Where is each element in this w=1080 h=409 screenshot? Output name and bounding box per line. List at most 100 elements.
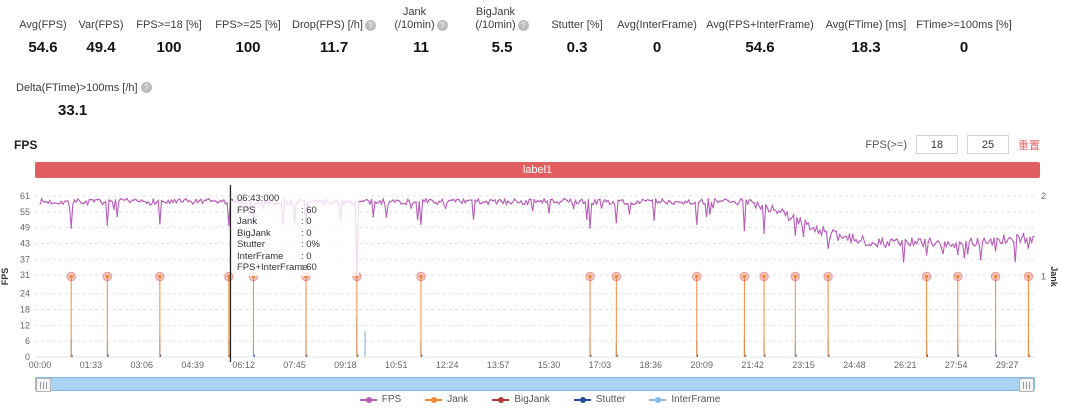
legend-label: Stutter — [595, 394, 626, 405]
svg-text:18:36: 18:36 — [640, 360, 663, 370]
svg-text:23:15: 23:15 — [792, 360, 815, 370]
metric-label-text: FPS>=25 [%] — [215, 19, 281, 31]
metric-5: Drop(FPS) [/h]? 11.7 — [288, 6, 380, 56]
tooltip-row-label: FPS+InterFrame — [237, 262, 308, 273]
metric-value: 5.5 — [491, 39, 513, 56]
tooltip-row: Jank : 0 — [237, 216, 355, 228]
help-icon[interactable]: ? — [140, 82, 152, 93]
legend-label: FPS — [381, 394, 402, 405]
metric-11: Avg(FTime) [ms] 18.3 — [818, 6, 914, 56]
metric-4: FPS>=25 [%] 100 — [208, 6, 288, 56]
scrollbar-right-handle[interactable] — [1019, 378, 1034, 392]
svg-text:24:48: 24:48 — [843, 360, 866, 370]
tooltip-row-value: : 0 — [301, 216, 312, 227]
y-axis-right-labels: 12 — [1041, 191, 1046, 282]
metric-1: Avg(FPS) 54.6 — [14, 6, 72, 56]
delta-metric: Delta(FTime)>100ms [/h] ? 33.1 — [16, 82, 152, 119]
svg-text:04:39: 04:39 — [181, 360, 204, 370]
metric-value: 11 — [413, 39, 429, 56]
metric-value: 100 — [235, 39, 261, 56]
chart-section-title: FPS — [14, 138, 38, 152]
delta-metric-label-text: Delta(FTime)>100ms [/h] — [16, 82, 138, 94]
metric-9: Avg(InterFrame) 0 — [612, 6, 702, 56]
svg-text:37: 37 — [20, 254, 30, 264]
chart-legend: FPS Jank BigJank Stutter InterFrame — [0, 394, 1080, 405]
tooltip-row-label: Jank — [237, 216, 258, 227]
svg-text:0: 0 — [25, 352, 30, 362]
metric-8: Stutter [%] 0.3 — [542, 6, 612, 56]
fps-threshold-input-1[interactable] — [916, 135, 958, 154]
svg-text:06:12: 06:12 — [232, 360, 255, 370]
help-icon[interactable]: ? — [517, 20, 529, 31]
chart-tooltip: 06:43:000 FPS: 60 Jank: 0 BigJank: 0 Stutte… — [233, 191, 359, 276]
svg-text:6: 6 — [25, 336, 30, 346]
grip-icon — [40, 381, 47, 389]
metric-label-text: Avg(FTime) [ms] — [825, 19, 907, 31]
svg-text:29:27: 29:27 — [996, 360, 1019, 370]
metric-7: BigJank (/10min)? 5.5 — [462, 6, 542, 56]
svg-text:21:42: 21:42 — [741, 360, 764, 370]
help-icon[interactable]: ? — [364, 20, 376, 31]
legend-label: Jank — [447, 394, 469, 405]
metric-label-text: Var(FPS) — [78, 19, 124, 31]
metric-10: Avg(FPS+InterFrame) 54.6 — [702, 6, 818, 56]
svg-text:01:33: 01:33 — [80, 360, 103, 370]
tooltip-row-value: : 60 — [301, 262, 317, 273]
svg-text:31: 31 — [20, 270, 30, 280]
svg-text:07:45: 07:45 — [283, 360, 306, 370]
interframe-series — [70, 316, 1030, 357]
metric-label: FPS>=18 [%] — [136, 6, 201, 32]
reset-link[interactable]: 重置 — [1018, 139, 1040, 152]
svg-text:03:06: 03:06 — [131, 360, 154, 370]
legend-item-jank[interactable]: Jank — [425, 394, 468, 405]
fps-threshold-input-2[interactable] — [967, 135, 1009, 154]
svg-text:43: 43 — [20, 239, 30, 249]
tooltip-row: InterFrame: 0 — [237, 251, 355, 263]
fps-ge-label: FPS(>=) — [865, 138, 907, 151]
metric-value: 0 — [652, 39, 662, 56]
metric-label: Jank (/10min)? — [394, 6, 448, 32]
svg-text:24: 24 — [20, 289, 30, 299]
tooltip-row-value: : 0% — [301, 239, 321, 250]
metric-label-text: Avg(FPS) — [19, 19, 67, 31]
legend-marker-icon — [492, 396, 510, 404]
metric-label-text: Avg(FPS+InterFrame) — [706, 19, 814, 31]
chart-scrollbar[interactable] — [35, 377, 1035, 392]
metric-label: Drop(FPS) [/h]? — [292, 6, 376, 32]
metric-value: 49.4 — [86, 39, 116, 56]
svg-text:18: 18 — [20, 304, 30, 314]
jank-series — [66, 271, 1034, 357]
svg-text:12:24: 12:24 — [436, 360, 459, 370]
tooltip-row: Stutter: 0% — [237, 239, 355, 251]
svg-text:00:00: 00:00 — [29, 360, 52, 370]
svg-text:27:54: 27:54 — [945, 360, 968, 370]
metric-label: BigJank (/10min)? — [475, 6, 529, 32]
scrollbar-left-handle[interactable] — [36, 378, 51, 392]
svg-text:13:57: 13:57 — [487, 360, 510, 370]
metric-label-text: FTime>=100ms [%] — [916, 19, 1012, 31]
metric-value: 54.6 — [745, 39, 775, 56]
metric-label-text: BigJank (/10min) — [475, 6, 516, 31]
tooltip-row: FPS: 60 — [237, 205, 355, 217]
y-axis-left-labels: 0 6 12 18 24 31 37 43 49 55 61 — [20, 191, 30, 362]
help-icon[interactable]: ? — [436, 20, 448, 31]
legend-item-stutter[interactable]: Stutter — [573, 394, 626, 405]
svg-text:17:03: 17:03 — [589, 360, 612, 370]
metric-label-text: Stutter [%] — [551, 19, 603, 31]
metric-12: FTime>=100ms [%] 0 — [914, 6, 1014, 56]
legend-item-bigjank[interactable]: BigJank — [492, 394, 550, 405]
tooltip-row-label: InterFrame — [237, 250, 284, 262]
legend-marker-icon — [649, 396, 667, 404]
tooltip-row-label: FPS — [237, 204, 256, 216]
metric-label: FTime>=100ms [%] — [916, 6, 1012, 32]
metric-value: 0 — [959, 39, 969, 56]
metric-label: Avg(FPS+InterFrame) — [706, 6, 814, 32]
svg-text:1: 1 — [1041, 272, 1046, 282]
tooltip-row-label: BigJank — [237, 227, 271, 239]
metric-value: 54.6 — [28, 39, 58, 56]
legend-item-interframe[interactable]: InterFrame — [649, 394, 720, 405]
legend-label: InterFrame — [671, 394, 721, 405]
legend-item-fps[interactable]: FPS — [359, 394, 402, 405]
